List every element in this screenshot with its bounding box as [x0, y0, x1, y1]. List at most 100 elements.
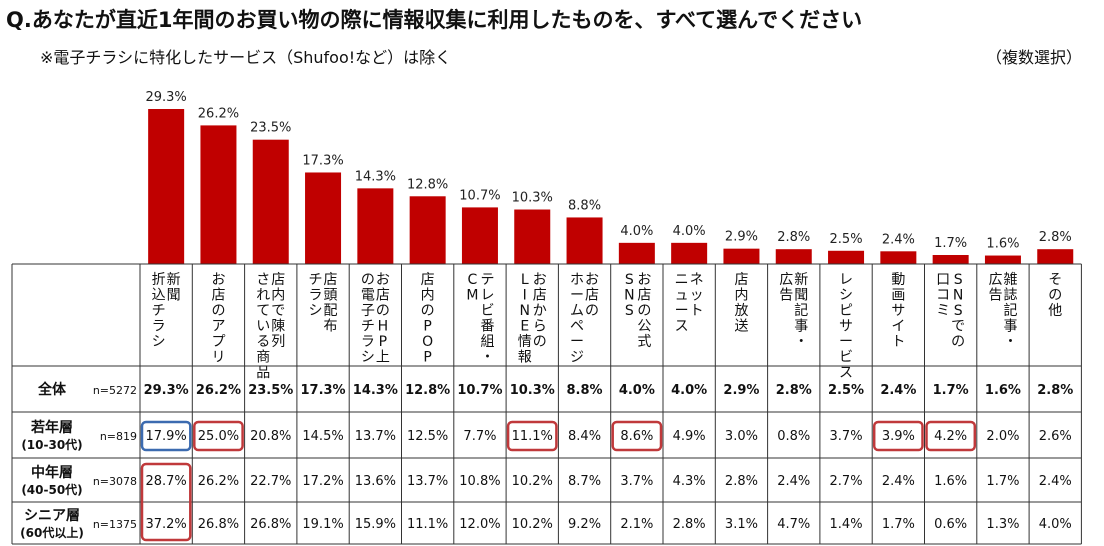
category-char: 店 — [585, 288, 599, 304]
table-cell-r3-c17: 4.0% — [1039, 517, 1072, 532]
category-char: お — [533, 272, 547, 288]
row-sublabel: (40-50代) — [21, 482, 82, 497]
category-char: 新 — [794, 272, 808, 288]
bar-16 — [984, 255, 1021, 264]
category-char: シ — [839, 288, 853, 304]
category-char: 画 — [891, 288, 905, 304]
category-char: の — [361, 272, 375, 288]
bar-value-label-10: 4.0% — [673, 224, 706, 239]
row-label: 中年層 — [31, 464, 73, 481]
table-cell-r3-c5: 11.1% — [407, 517, 448, 532]
bar-value-label-11: 2.9% — [725, 230, 758, 245]
bar-value-label-12: 2.8% — [777, 230, 810, 245]
table-cell-r2-c5: 13.7% — [407, 474, 448, 489]
category-char: ッ — [690, 288, 704, 304]
table-cell-r0-c7: 10.3% — [510, 383, 555, 398]
table-cell-r1-c15: 4.2% — [934, 429, 967, 444]
category-char: 内 — [734, 288, 748, 304]
row-label: シニア層 — [24, 508, 80, 524]
table-cell-r3-c7: 10.2% — [512, 517, 553, 532]
category-char: ペ — [570, 319, 584, 335]
category-char: 内 — [421, 288, 435, 304]
category-char: ュ — [675, 288, 689, 304]
bar-3 — [305, 172, 342, 264]
category-char: さ — [256, 272, 270, 288]
category-char: 内 — [271, 288, 285, 304]
category-char: ラ — [361, 334, 375, 350]
table-cell-r1-c10: 4.9% — [673, 429, 706, 444]
category-char: 店 — [734, 272, 748, 288]
category-char: N — [953, 288, 963, 304]
table-cell-r2-c6: 10.8% — [459, 474, 500, 489]
category-char: 広 — [779, 272, 793, 288]
bar-11 — [723, 248, 760, 264]
category-char: H — [378, 319, 389, 335]
table-cell-r2-c4: 13.6% — [355, 474, 396, 489]
category-char: 陳 — [271, 319, 285, 335]
bar-value-label-0: 29.3% — [145, 90, 186, 105]
category-char: レ — [839, 272, 853, 288]
category-char: 頭 — [324, 288, 338, 304]
bar-14 — [880, 251, 917, 264]
category-char: 式 — [637, 334, 651, 350]
category-char: の — [376, 303, 390, 319]
category-char: P — [423, 350, 431, 366]
table-cell-r2-c12: 2.4% — [777, 474, 810, 489]
table-cell-r0-c12: 2.8% — [776, 383, 812, 398]
category-char: レ — [480, 288, 494, 304]
table-cell-r3-c2: 26.8% — [250, 517, 291, 532]
category-char: チ — [152, 303, 166, 319]
category-char: 商 — [256, 350, 270, 366]
table-cell-r0-c8: 8.8% — [567, 383, 603, 398]
category-char: の — [637, 303, 651, 319]
table-cell-r2-c0: 28.7% — [145, 474, 186, 489]
category-char: れ — [256, 288, 270, 304]
category-char: ビ — [839, 350, 853, 366]
bar-value-label-13: 2.5% — [830, 232, 863, 247]
table-cell-r1-c14: 3.9% — [882, 429, 915, 444]
bar-10 — [671, 242, 708, 264]
bar-1 — [200, 125, 237, 264]
table-cell-r3-c16: 1.3% — [986, 517, 1019, 532]
category-char: の — [533, 334, 547, 350]
category-char: 放 — [734, 303, 748, 319]
category-char: 公 — [637, 319, 651, 335]
category-char: 店 — [271, 272, 285, 288]
category-char: 動 — [891, 272, 905, 288]
bar-15 — [932, 255, 969, 264]
category-char: ラ — [152, 319, 166, 335]
category-char: 店 — [533, 288, 547, 304]
category-char: 報 — [518, 350, 532, 366]
category-char: 告 — [779, 288, 793, 304]
bar-12 — [775, 249, 812, 264]
category-char: 上 — [376, 350, 390, 366]
category-char: ー — [839, 334, 853, 350]
category-char: い — [256, 319, 270, 335]
table-cell-r1-c16: 2.0% — [986, 429, 1019, 444]
table-cell-r0-c11: 2.9% — [723, 383, 759, 398]
table-cell-r1-c12: 0.8% — [777, 429, 810, 444]
category-char: 誌 — [1003, 288, 1017, 304]
category-char: 記 — [1003, 302, 1017, 319]
row-sublabel: (10-30代) — [21, 437, 82, 452]
bar-value-label-5: 12.8% — [407, 177, 448, 192]
category-char: O — [422, 334, 433, 350]
row-n: n=1375 — [93, 518, 137, 531]
category-char: L — [521, 272, 529, 288]
table-cell-r1-c1: 25.0% — [198, 429, 239, 444]
category-char: 情 — [518, 334, 532, 350]
table-cell-r2-c16: 1.7% — [986, 474, 1019, 489]
category-char: テ — [480, 272, 494, 288]
table-cell-r0-c10: 4.0% — [671, 383, 707, 398]
category-char: シ — [361, 350, 375, 366]
bar-6 — [461, 207, 498, 264]
bar-value-label-6: 10.7% — [459, 188, 500, 203]
table-cell-r2-c13: 2.7% — [830, 474, 863, 489]
category-char: ジ — [570, 350, 584, 366]
category-char: の — [951, 334, 965, 350]
table-cell-r1-c7: 11.1% — [512, 429, 553, 444]
category-char: 店 — [421, 272, 435, 288]
bar-5 — [409, 196, 446, 264]
table-cell-r3-c3: 19.1% — [302, 517, 343, 532]
category-char: S — [625, 272, 634, 288]
